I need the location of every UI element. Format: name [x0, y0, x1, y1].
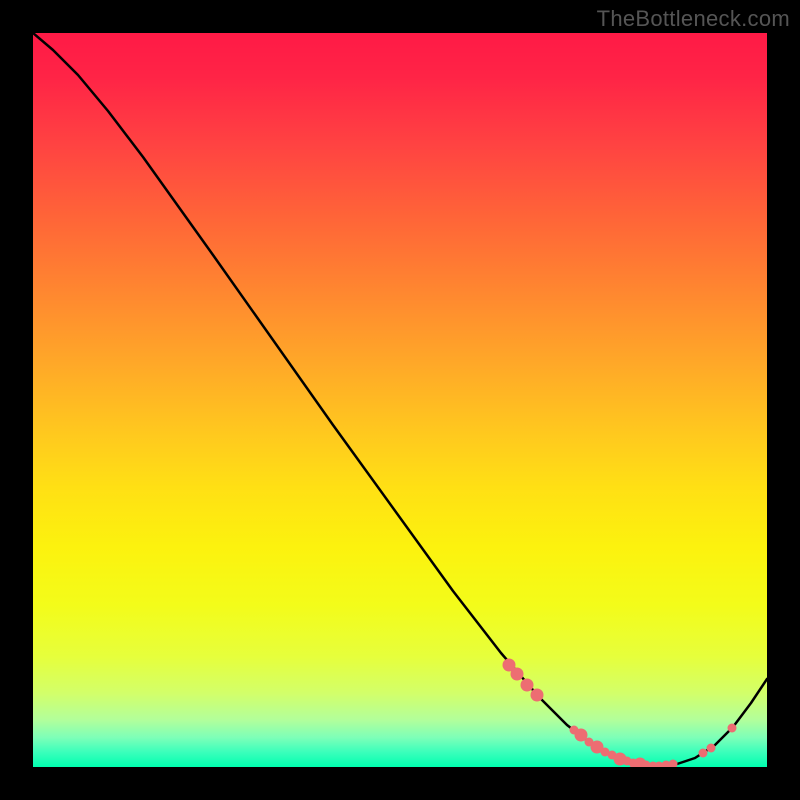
data-marker: [728, 724, 737, 733]
data-marker: [707, 744, 716, 753]
data-marker: [511, 668, 524, 681]
attribution-text: TheBottleneck.com: [597, 6, 790, 32]
chart-background: [33, 33, 767, 767]
chart-container: [33, 33, 767, 767]
data-marker: [531, 689, 544, 702]
bottleneck-chart: [33, 33, 767, 767]
data-marker: [699, 749, 708, 758]
data-marker: [521, 679, 534, 692]
